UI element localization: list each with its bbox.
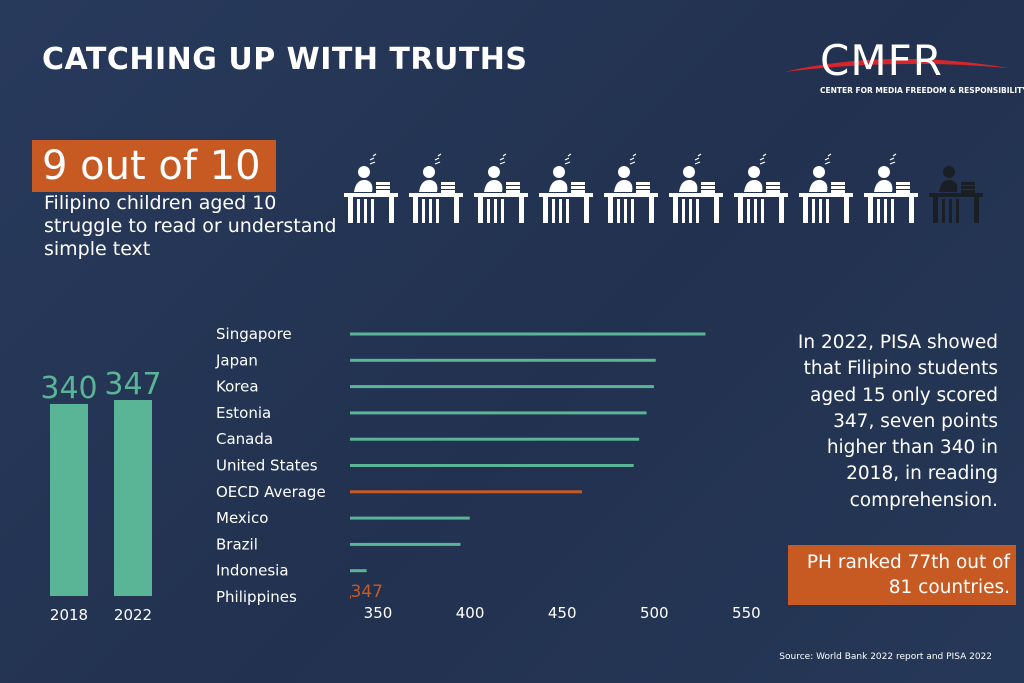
logo-subtitle: CENTER FOR MEDIA FREEDOM & RESPONSIBILIT…	[820, 86, 1024, 95]
student-desk-icon	[795, 152, 857, 227]
country-label: United States	[216, 457, 318, 475]
x-tick-label: 550	[732, 604, 761, 622]
cmfr-logo: CMFR CENTER FOR MEDIA FREEDOM & RESPONSI…	[780, 32, 1024, 102]
student-desk-icon	[860, 152, 922, 227]
country-bar	[350, 385, 654, 389]
country-bar	[350, 490, 583, 494]
logo-wordmark: CMFR	[820, 36, 943, 85]
student-desk-icon	[340, 152, 402, 227]
stat-description: Filipino children aged 10 struggle to re…	[44, 192, 337, 260]
x-tick-label: 450	[548, 604, 577, 622]
country-bar	[350, 437, 640, 441]
country-label: Canada	[216, 430, 273, 448]
year-bar-2018	[50, 403, 88, 596]
logo-swoosh-icon	[784, 58, 1008, 72]
country-label: Singapore	[216, 325, 292, 343]
x-tick-label: 500	[640, 604, 669, 622]
country-label: OECD Average	[216, 483, 326, 501]
student-desk-icon	[600, 152, 662, 227]
student-desk-icon	[925, 152, 987, 227]
country-label: Estonia	[216, 404, 271, 422]
rank-text: PH ranked 77th out of 81 countries.	[806, 552, 1010, 598]
year-axis-label: 2022	[114, 606, 152, 624]
country-bar	[350, 411, 647, 415]
student-icons-row	[340, 152, 1000, 227]
student-desk-icon	[665, 152, 727, 227]
country-label: Japan	[215, 351, 258, 369]
country-bar	[350, 569, 367, 573]
country-bar	[350, 464, 634, 467]
student-desk-icon	[730, 152, 792, 227]
country-label: Brazil	[216, 535, 258, 553]
country-label: Korea	[216, 378, 259, 396]
country-bar	[350, 595, 351, 599]
pisa-summary-text: In 2022, PISA showed that Filipino stude…	[797, 332, 998, 511]
country-bar	[350, 332, 706, 336]
country-label: Mexico	[216, 509, 268, 527]
year-axis-label: 2018	[50, 606, 88, 624]
country-bar	[350, 542, 461, 546]
x-tick-label: 350	[364, 604, 393, 622]
philippines-value-label: 347	[350, 582, 382, 602]
country-label: Indonesia	[216, 562, 289, 580]
student-desk-icon	[470, 152, 532, 227]
stat-headline: 9 out of 10	[42, 143, 261, 189]
page-title: CATCHING UP WITH TRUTHS	[42, 42, 528, 77]
country-bar	[350, 358, 656, 362]
year-bar-2022	[114, 400, 152, 596]
student-desk-icon	[405, 152, 467, 227]
year-bar-value-label: 340	[40, 371, 97, 406]
year-bar-value-label: 347	[104, 367, 161, 402]
source-note: Source: World Bank 2022 report and PISA …	[779, 652, 992, 662]
student-desk-icon	[535, 152, 597, 227]
stat-highlight-box	[32, 140, 276, 192]
rank-highlight-box	[788, 545, 1016, 605]
country-bar	[350, 516, 470, 520]
country-label: Philippines	[216, 588, 297, 606]
x-tick-label: 400	[456, 604, 485, 622]
